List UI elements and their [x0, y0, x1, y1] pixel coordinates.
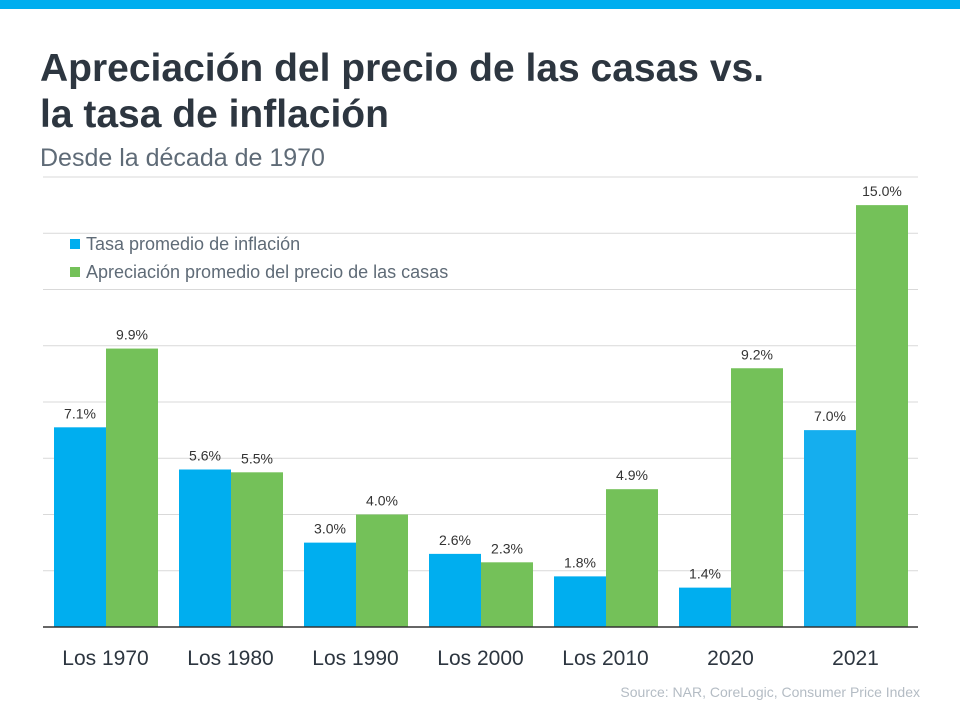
data-label: 9.9% [116, 327, 148, 343]
x-tick-label: Los 2010 [562, 647, 648, 670]
subtitle: Desde la década de 1970 [40, 144, 325, 172]
x-tick-label: Los 1990 [312, 647, 398, 670]
inflation-bar [554, 576, 606, 627]
title-line-2: la tasa de inflación [40, 93, 389, 136]
data-label: 3.0% [314, 521, 346, 537]
data-label: 4.0% [366, 493, 398, 509]
data-label: 15.0% [862, 183, 902, 199]
data-label: 2.3% [491, 540, 523, 556]
x-tick-label: 2021 [832, 647, 879, 670]
home-appreciation-bar [356, 514, 408, 627]
data-label: 1.4% [689, 566, 721, 582]
data-label: 5.6% [189, 448, 221, 464]
data-label: 5.5% [241, 450, 273, 466]
data-label: 2.6% [439, 532, 471, 548]
home-appreciation-bar [606, 489, 658, 627]
home-appreciation-bar [106, 348, 158, 627]
home-appreciation-bar [731, 368, 783, 627]
inflation-bar [804, 430, 856, 627]
legend-swatch [70, 267, 80, 277]
inflation-bar [679, 587, 731, 627]
home-appreciation-bar [856, 205, 908, 627]
inflation-bar [304, 542, 356, 627]
data-label: 7.1% [64, 405, 96, 421]
title-line-1: Apreciación del precio de las casas vs. [40, 47, 765, 90]
inflation-bar [54, 427, 106, 627]
data-label: 7.0% [814, 408, 846, 424]
home-appreciation-bar [231, 472, 283, 627]
source-note: Source: NAR, CoreLogic, Consumer Price I… [620, 684, 920, 700]
data-label: 9.2% [741, 346, 773, 362]
page-title: Apreciación del precio de las casas vs. l… [40, 46, 764, 138]
legend-swatch [70, 239, 80, 249]
legend-label: Tasa promedio de inflación [86, 234, 300, 254]
x-tick-label: Los 1980 [187, 647, 273, 670]
legend-label: Apreciación promedio del precio de las c… [86, 262, 448, 282]
data-label: 1.8% [564, 554, 596, 570]
inflation-bar [179, 469, 231, 627]
home-appreciation-bar [481, 562, 533, 627]
top-accent-bar [0, 0, 960, 9]
x-tick-label: Los 1970 [62, 647, 148, 670]
x-tick-label: 2020 [707, 647, 754, 670]
x-tick-label: Los 2000 [437, 647, 523, 670]
inflation-bar [429, 553, 481, 627]
data-label: 4.9% [616, 467, 648, 483]
